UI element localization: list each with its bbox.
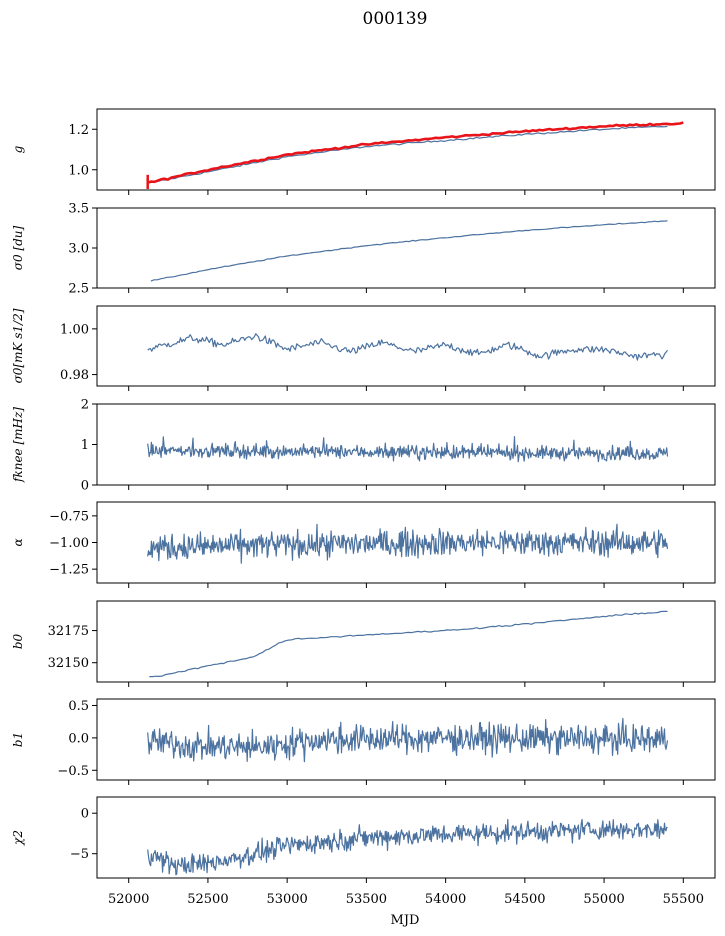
axes-frame <box>96 698 716 781</box>
x-tick-label: 52000 <box>108 892 149 907</box>
y-tick-label: 0.0 <box>68 731 89 746</box>
y-axis-label: χ2 <box>11 830 25 846</box>
x-tick-label: 55500 <box>663 892 704 907</box>
series-line-6-1 <box>149 610 668 678</box>
y-tick-label: −0.75 <box>49 509 89 524</box>
y-axis-label: g <box>11 145 25 153</box>
y-axis-label: b1 <box>11 732 25 747</box>
panel-1: 1.0 1.2 g <box>11 108 716 195</box>
y-tick-label: 0 <box>81 479 89 494</box>
y-tick-label: 1.0 <box>68 163 89 178</box>
panel-7: −0.5 0.0 0.5 b1 <box>11 698 716 785</box>
axes-frame <box>96 403 716 486</box>
y-tick-label: 1.00 <box>60 322 89 337</box>
y-tick-label: 32175 <box>48 624 89 639</box>
y-tick-label: 3.0 <box>68 242 89 257</box>
x-tick-label: 53000 <box>266 892 307 907</box>
panel-8: −5 0 χ2 <box>11 796 716 883</box>
y-tick-label: 2 <box>81 398 89 413</box>
series-line-4-1 <box>147 436 669 463</box>
y-tick-label: −1.00 <box>49 536 89 551</box>
x-tick-labels: 52000 52500 53000 53500 54000 54500 55000 55500 <box>108 892 704 907</box>
x-tick-label: 52500 <box>187 892 228 907</box>
panel-5: −1.25 −1.00 −0.75 α <box>11 501 716 588</box>
panel-3: 0.98 1.00 σ0[mK s1/2] <box>11 305 716 391</box>
y-tick-label: 1 <box>81 438 89 453</box>
y-tick-label: 3.5 <box>68 202 89 217</box>
y-tick-label: −0.5 <box>57 764 89 779</box>
y-axis-label: b0 <box>11 633 25 649</box>
y-tick-label: 0.98 <box>60 368 89 383</box>
y-tick-label: −1.25 <box>49 563 89 578</box>
y-axis-label: σ0[mK s1/2] <box>11 308 25 383</box>
series-line-1-1 <box>149 125 668 184</box>
series-line-7-1 <box>147 717 669 763</box>
x-tick-label: 54000 <box>425 892 466 907</box>
figure-title: 000139 <box>363 9 428 29</box>
panel-4: 0 1 2 fknee [mHz] <box>11 398 716 494</box>
y-axis-label: σ0 [du] <box>11 225 25 270</box>
axes-frame <box>96 305 716 387</box>
y-tick-label: 32150 <box>48 656 89 671</box>
panels: 1.0 1.2 g 2.5 3.0 3.5 σ0 [du] 0.98 1.00 σ0[mK s1/… <box>11 108 716 883</box>
series-line-8-1 <box>147 818 668 876</box>
series-line-3-1 <box>147 333 668 361</box>
y-tick-label: 0.5 <box>68 699 89 714</box>
x-axis-label: MJD <box>391 913 420 928</box>
y-tick-label: 1.2 <box>68 123 89 138</box>
series-line-5-1 <box>147 523 669 564</box>
series-line-1-2 <box>147 121 684 184</box>
y-tick-label: 2.5 <box>68 282 89 297</box>
axes-frame <box>96 796 716 879</box>
y-axis-label: α <box>11 538 25 546</box>
x-tick-label: 54500 <box>504 892 545 907</box>
y-axis-label: fknee [mHz] <box>11 407 25 483</box>
y-tick-label: 0 <box>81 807 89 822</box>
axes-frame <box>96 600 716 683</box>
axes-frame <box>96 207 716 289</box>
axes-frame <box>96 108 716 191</box>
y-tick-label: −5 <box>70 847 89 862</box>
series-line-2-1 <box>150 220 668 282</box>
panel-2: 2.5 3.0 3.5 σ0 [du] <box>11 202 716 297</box>
x-tick-label: 55000 <box>583 892 624 907</box>
panel-6: 32150 32175 b0 <box>11 600 716 687</box>
x-tick-label: 53500 <box>346 892 387 907</box>
